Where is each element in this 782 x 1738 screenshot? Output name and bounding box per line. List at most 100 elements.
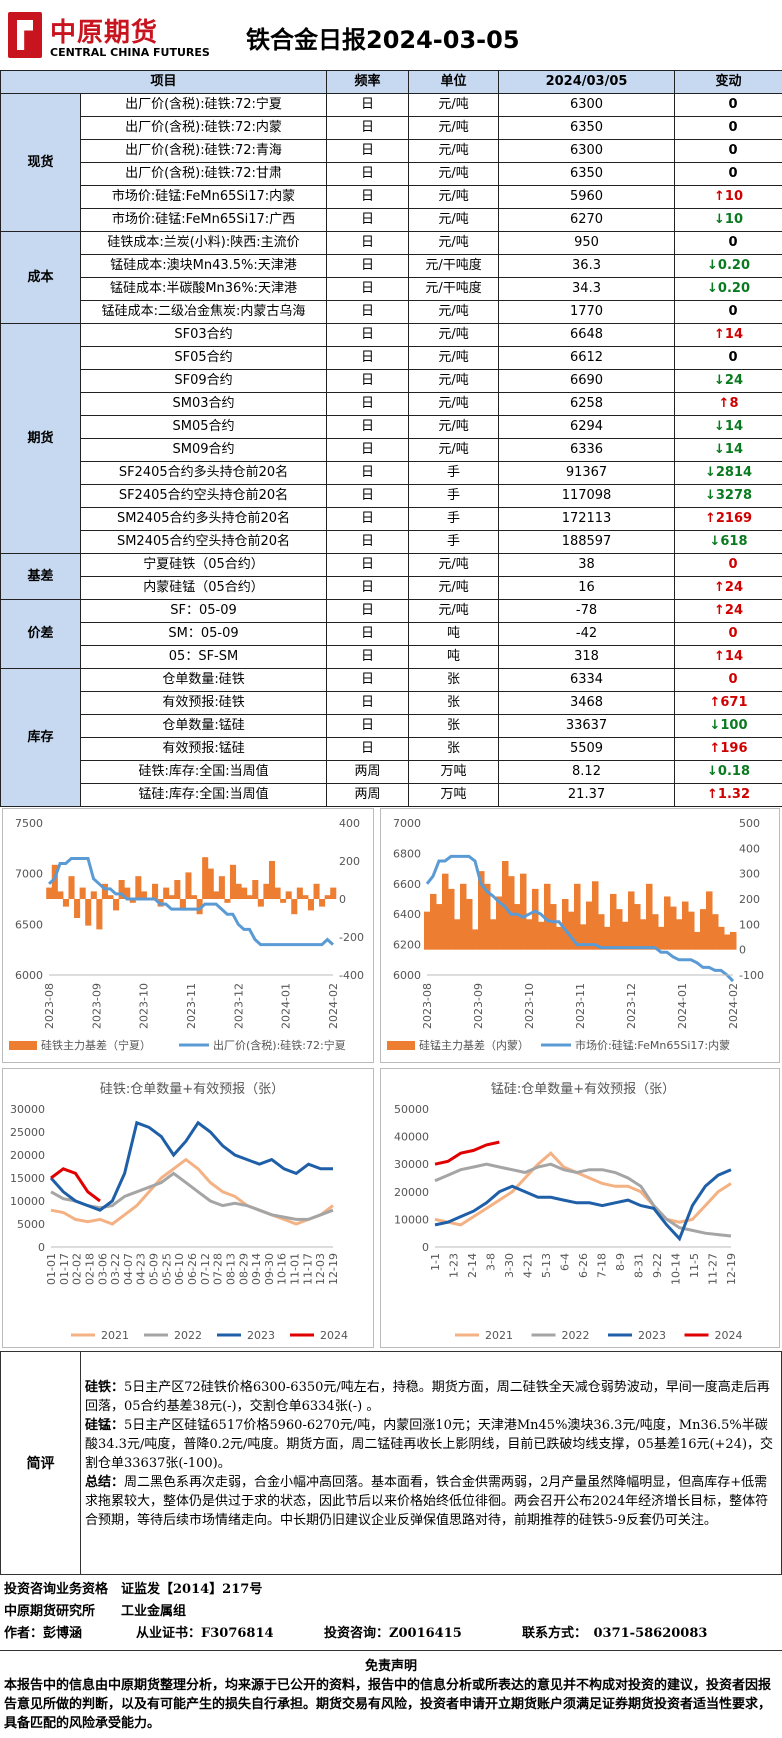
freq-cell: 日 xyxy=(326,323,410,347)
x-tick-label: 08-13 xyxy=(224,1253,237,1285)
freq-cell: 日 xyxy=(326,254,410,278)
change-cell: 0 xyxy=(674,300,782,324)
freq-cell: 日 xyxy=(326,645,410,669)
item-cell: SM09合约 xyxy=(79,438,328,462)
freq-cell: 日 xyxy=(326,277,410,301)
footer-qualification: 投资咨询业务资格 证监发【2014】217号 xyxy=(4,1582,263,1597)
x-tick-label: 04-07 xyxy=(122,1253,135,1285)
freq-cell: 日 xyxy=(326,415,410,439)
basis-bar xyxy=(168,895,175,899)
arrow-up-icon: ↑ xyxy=(714,327,725,342)
change-value: 100 xyxy=(720,718,748,733)
x-tick-label: 1-1 xyxy=(429,1253,442,1271)
basis-bar xyxy=(490,919,497,950)
basis-bar xyxy=(268,861,276,899)
value-cell: 1770 xyxy=(498,300,676,324)
basis-bar xyxy=(712,914,719,950)
table-row: 锰硅:库存:全国:当周值 两周 万吨 21.37 ↑1.32 xyxy=(1,783,782,807)
change-cell: ↓10 xyxy=(674,208,782,232)
basis-bar xyxy=(51,864,58,899)
basis-bar xyxy=(580,924,587,950)
basis-bar xyxy=(532,888,539,950)
category-cell: 期货 xyxy=(0,323,81,554)
basis-bar xyxy=(229,864,237,899)
x-tick-label: 01-01 xyxy=(45,1253,58,1285)
arrow-down-icon: ↓ xyxy=(709,534,721,549)
basis-bar xyxy=(241,887,248,899)
value-cell: 6336 xyxy=(498,438,676,462)
chart-sm-basis: 6000 6200 6400 6600 6800 7000 -100 0 100 200 300 40… xyxy=(387,817,764,1052)
basis-bar xyxy=(658,926,665,950)
item-cell: 市场价:硅锰:FeMn65Si17:广西 xyxy=(79,208,328,232)
change-value: 24 xyxy=(724,373,744,388)
y-tick-right: 0 xyxy=(339,893,346,906)
change-value: 0 xyxy=(728,235,738,250)
unit-cell: 元/吨 xyxy=(408,599,500,623)
basis-bar xyxy=(430,893,437,950)
arrow-down-icon: ↓ xyxy=(714,442,725,457)
value-cell: 33637 xyxy=(498,714,676,738)
x-tick-label: 02-18 xyxy=(83,1253,96,1285)
basis-bar xyxy=(436,904,443,950)
basis-bar xyxy=(129,899,136,903)
item-cell: 有效预报:锰硅 xyxy=(79,737,328,761)
unit-cell: 元/吨 xyxy=(408,139,500,163)
commentary-text: 硅铁：5日主产区72硅铁价格6300-6350元/吨左右，持稳。期货方面，周二硅… xyxy=(85,1378,777,1530)
table-row: 成本 硅铁成本:兰炭(小料):陕西:主流价日元/吨 950 0 xyxy=(0,231,782,324)
y-tick: 0 xyxy=(38,1241,45,1254)
basis-bar xyxy=(628,891,635,950)
basis-bar xyxy=(622,921,629,950)
series-line-2023 xyxy=(49,1120,333,1212)
category-cell: 基差 xyxy=(0,553,81,600)
change-cell: 0 xyxy=(674,116,782,140)
basis-bar xyxy=(466,899,473,950)
item-cell: SM2405合约空头持仓前20名 xyxy=(79,530,328,554)
table-row: SF05合约日元/吨 6612 0 xyxy=(1,346,782,370)
freq-cell: 日 xyxy=(326,576,410,600)
arrow-down-icon: ↓ xyxy=(714,373,725,388)
basis-bar xyxy=(107,895,114,899)
item-cell: SF03合约 xyxy=(79,323,328,347)
y-tick: 10000 xyxy=(394,1213,429,1226)
unit-cell: 张 xyxy=(408,668,500,692)
item-cell: 硅铁:库存:全国:当周值 xyxy=(79,760,328,784)
x-tick-label: 11-01 xyxy=(289,1253,302,1285)
unit-cell: 吨 xyxy=(408,622,500,646)
table-row: SM09合约日元/吨 6336 ↓14 xyxy=(1,438,782,462)
item-cell: SF05合约 xyxy=(79,346,328,370)
basis-bar xyxy=(520,873,527,950)
x-tick-label: 8-31 xyxy=(633,1253,646,1278)
basis-bar xyxy=(592,881,599,950)
arrow-down-icon: ↓ xyxy=(704,488,716,503)
table-row: 库存 仓单数量:硅铁日张 6334 0 xyxy=(0,668,782,807)
change-cell: 0 xyxy=(674,553,782,577)
legend-price: 出厂价(含税):硅铁:72:宁夏 xyxy=(213,1038,346,1052)
x-tick-label: 2024-01 xyxy=(676,983,689,1029)
basis-bar xyxy=(472,929,479,950)
change-cell: ↑10 xyxy=(674,185,782,209)
change-value: 14 xyxy=(724,442,744,457)
table-row: SF09合约日元/吨 6690 ↓24 xyxy=(1,369,782,393)
value-cell: 117098 xyxy=(498,484,676,508)
table-row: SF2405合约多头持仓前20名日手 91367 ↓2814 xyxy=(1,461,782,485)
commentary-sf-body: 5日主产区72硅铁价格6300-6350元/吨左右，持稳。期货方面，周二硅铁全天… xyxy=(85,1380,770,1414)
x-tick-label: 08-29 xyxy=(237,1253,250,1285)
x-tick-label: 2023-08 xyxy=(421,983,434,1029)
x-tick-label: 6-4 xyxy=(559,1253,572,1271)
x-tick-label: 2023-10 xyxy=(523,983,536,1029)
unit-cell: 张 xyxy=(408,737,500,761)
table-row: SM05合约日元/吨 6294 ↓14 xyxy=(1,415,782,439)
unit-cell: 元/吨 xyxy=(408,415,500,439)
basis-bar xyxy=(85,899,92,926)
unit-cell: 手 xyxy=(408,507,500,531)
value-cell: 3468 xyxy=(498,691,676,715)
legend-2023: 2023 xyxy=(638,1329,666,1342)
freq-cell: 日 xyxy=(326,530,410,554)
basis-bar xyxy=(252,880,259,899)
basis-bar xyxy=(207,868,214,899)
commentary-summary-head: 总结： xyxy=(85,1475,125,1490)
table-row: 仓单数量:锰硅日张 33637 ↓100 xyxy=(1,714,782,738)
item-cell: SF09合约 xyxy=(79,369,328,393)
change-value: 0 xyxy=(728,143,738,158)
series-line-2021 xyxy=(434,1151,732,1227)
